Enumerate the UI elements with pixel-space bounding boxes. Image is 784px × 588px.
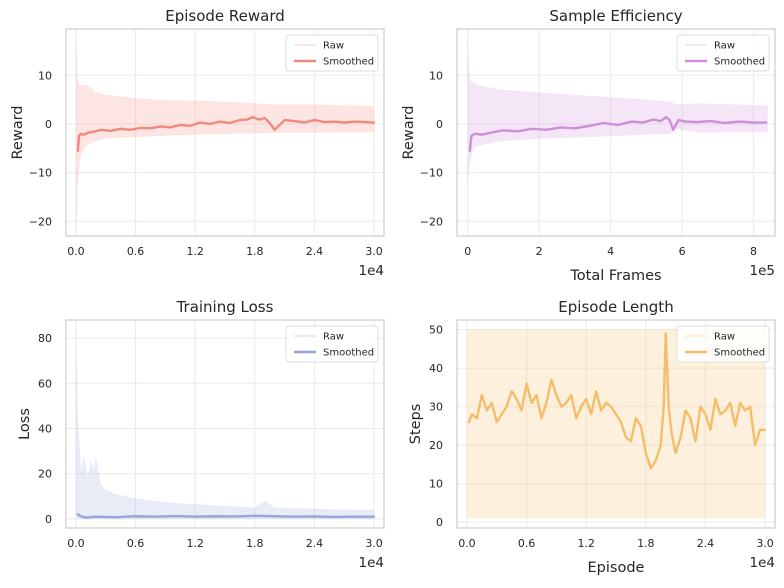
x-tick-label: 0.0 [458, 537, 476, 550]
y-tick-label: 60 [38, 377, 52, 390]
legend-label-raw: Raw [323, 41, 344, 52]
legend: Raw Smoothed [676, 34, 770, 72]
x-offset-label: 1e5 [750, 263, 775, 279]
y-axis-label: Reward [401, 106, 417, 160]
chart-panel-2: 0 2 4 6 8 −20 −10 0 10 1e5 Sample Efficiency Reward… [401, 7, 776, 284]
legend-label-smoothed: Smoothed [714, 348, 765, 359]
x-tick-label: 1.2 [577, 537, 595, 550]
x-tick-label: 0.6 [127, 245, 145, 258]
raw-series-band [75, 326, 375, 519]
x-tick-label: 2 [536, 245, 543, 258]
smoothed-series-line [467, 332, 767, 470]
axes-frame [456, 28, 776, 237]
y-tick-label: −10 [420, 167, 443, 180]
y-tick-label: 20 [38, 468, 52, 481]
legend: Raw Smoothed [285, 325, 379, 363]
chart-panel-4: 0.0 0.6 1.2 1.8 2.4 3.0 0 10 20 30 40 50 1e4 Episode … [408, 298, 776, 576]
y-tick-label: 10 [429, 478, 443, 491]
y-tick-label: 20 [429, 439, 443, 452]
smoothed-series-line [76, 115, 376, 152]
y-tick-label: −20 [420, 215, 443, 228]
x-tick-label: 1.8 [637, 537, 655, 550]
axes-frame [65, 28, 385, 237]
y-tick-label: 80 [38, 332, 52, 345]
chart-title: Sample Efficiency [549, 7, 682, 25]
x-tick-label: 4 [607, 245, 614, 258]
legend-label-raw: Raw [714, 41, 735, 52]
y-tick-label: 10 [38, 69, 52, 82]
y-tick-label: 10 [429, 69, 443, 82]
x-tick-label: 1.8 [246, 245, 264, 258]
x-offset-label: 1e4 [750, 555, 775, 571]
x-axis-label: Episode [588, 560, 645, 576]
y-tick-label: 0 [436, 516, 443, 529]
chart-title: Episode Reward [165, 7, 285, 25]
x-tick-label: 3.0 [756, 537, 774, 550]
chart-panel-1: 0.0 0.6 1.2 1.8 2.4 3.0 −20 −10 0 10 1e4 Episode Re… [10, 7, 385, 279]
x-tick-label: 2.4 [306, 537, 324, 550]
y-tick-label: 0 [45, 118, 52, 131]
y-axis-label: Reward [10, 106, 26, 160]
x-tick-label: 3.0 [365, 245, 383, 258]
x-tick-label: 6 [679, 245, 686, 258]
smoothed-series-line [76, 513, 376, 519]
y-axis-label: Steps [408, 404, 424, 445]
legend: Raw Smoothed [676, 325, 770, 363]
y-tick-label: −10 [29, 167, 52, 180]
x-tick-label: 2.4 [306, 245, 324, 258]
legend: Raw Smoothed [285, 34, 379, 72]
raw-series-band [466, 329, 766, 519]
legend-label-smoothed: Smoothed [714, 57, 765, 68]
x-tick-label: 2.4 [697, 537, 715, 550]
x-tick-label: 1.2 [186, 537, 204, 550]
x-axis-label: Total Frames [569, 268, 661, 284]
legend-label-smoothed: Smoothed [323, 57, 374, 68]
x-tick-label: 0.6 [518, 537, 536, 550]
x-tick-label: 8 [750, 245, 757, 258]
y-tick-label: 30 [429, 401, 443, 414]
x-offset-label: 1e4 [359, 263, 384, 279]
legend-label-raw: Raw [714, 332, 735, 343]
x-offset-label: 1e4 [359, 555, 384, 571]
x-tick-label: 0 [464, 245, 471, 258]
y-tick-label: 0 [45, 513, 52, 526]
chart-title: Episode Length [558, 298, 673, 316]
y-axis-label: Loss [17, 408, 33, 440]
x-tick-label: 0.6 [127, 537, 145, 550]
chart-panel-3: 0.0 0.6 1.2 1.8 2.4 3.0 0 20 40 60 80 1e4 Training L… [17, 298, 385, 571]
y-tick-label: −20 [29, 215, 52, 228]
chart-title: Training Loss [176, 298, 274, 316]
y-tick-label: 0 [436, 118, 443, 131]
raw-series-band [75, 36, 375, 237]
axes-frame [456, 319, 776, 529]
legend-label-smoothed: Smoothed [323, 348, 374, 359]
raw-series-band [467, 36, 768, 183]
x-tick-label: 1.2 [186, 245, 204, 258]
axes-frame [65, 319, 385, 529]
y-tick-label: 50 [429, 324, 443, 337]
x-tick-label: 0.0 [67, 537, 85, 550]
y-tick-label: 40 [429, 362, 443, 375]
x-tick-label: 3.0 [365, 537, 383, 550]
y-tick-label: 40 [38, 423, 52, 436]
smoothed-series-line [468, 115, 768, 152]
x-tick-label: 1.8 [246, 537, 264, 550]
legend-label-raw: Raw [323, 332, 344, 343]
x-tick-label: 0.0 [67, 245, 85, 258]
